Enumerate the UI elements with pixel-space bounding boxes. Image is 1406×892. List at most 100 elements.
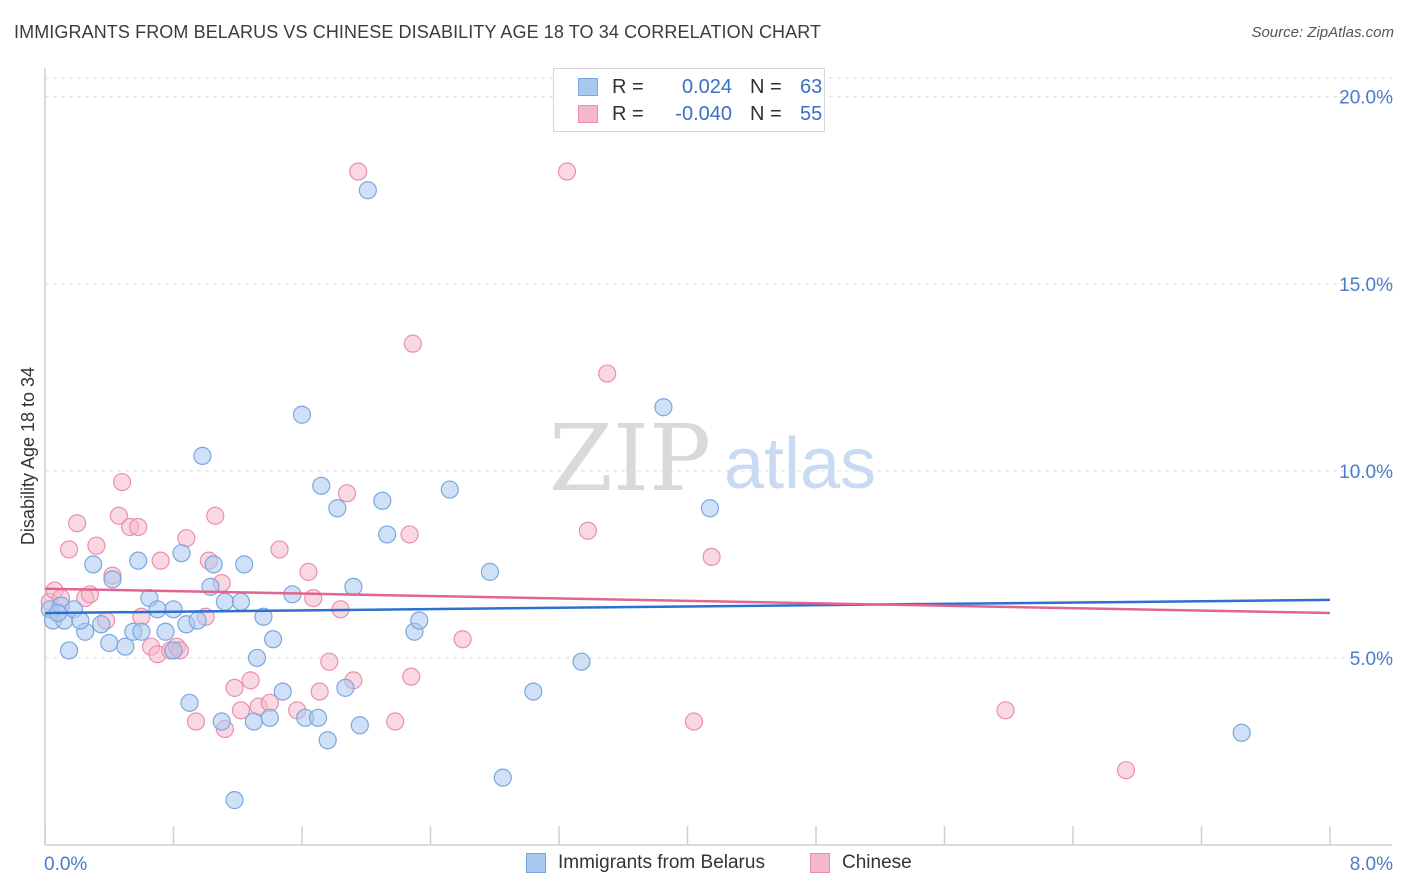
chinese-point <box>402 667 421 686</box>
belarus-point <box>700 499 720 518</box>
belarus-point <box>1232 723 1251 742</box>
belarus-point <box>350 716 369 735</box>
belarus-point <box>254 607 273 626</box>
legend-label-chinese: Chinese <box>842 852 912 873</box>
chinese-point <box>310 682 329 701</box>
belarus-point <box>132 622 151 641</box>
trend-lines <box>44 587 1331 615</box>
chinese-point <box>231 701 251 720</box>
chinese-point <box>337 484 357 503</box>
tick-labels: 5.0% 10.0% 15.0% 20.0% 0.0% 8.0% <box>44 88 1393 875</box>
chart-source: Source: ZipAtlas.com <box>1251 24 1394 41</box>
belarus-point <box>273 682 292 701</box>
belarus-point <box>318 731 337 750</box>
belarus-point <box>244 712 263 731</box>
belarus-point <box>156 622 175 641</box>
chinese-point <box>225 678 244 697</box>
belarus-point <box>84 555 103 574</box>
belarus-point <box>493 768 512 787</box>
chinese-point <box>598 364 617 383</box>
belarus-point <box>654 398 673 417</box>
watermark-atlas: atlas <box>724 424 876 504</box>
belarus-point <box>247 648 267 668</box>
belarus-point <box>312 476 331 495</box>
belarus-point <box>378 525 397 544</box>
chinese-point <box>702 547 721 567</box>
chinese-point <box>186 712 206 731</box>
belarus-point <box>308 708 328 727</box>
belarus-point <box>358 181 377 200</box>
belarus-point <box>193 446 212 465</box>
axes <box>44 68 1392 846</box>
belarus-point <box>212 712 231 731</box>
legend-r-value: -0.040 <box>675 102 732 125</box>
belarus-point <box>172 544 191 563</box>
belarus-point <box>71 611 90 630</box>
chinese-point <box>684 712 704 731</box>
y-tick-label: 5.0% <box>1350 649 1393 670</box>
chinese-point <box>151 551 170 570</box>
belarus-point <box>292 405 312 424</box>
belarus-point <box>225 791 244 810</box>
chinese-point <box>349 162 368 181</box>
legend-r-label: R = <box>612 102 644 125</box>
belarus-point <box>440 480 459 499</box>
belarus-point <box>215 592 234 611</box>
belarus-point <box>336 678 355 697</box>
legend-swatch-blue <box>526 853 546 873</box>
chinese-point <box>59 540 79 559</box>
chinese-point <box>1116 761 1136 780</box>
chinese-point <box>453 630 472 649</box>
legend-item-belarus: Immigrants from Belarus <box>526 852 765 874</box>
y-tick-label: 20.0% <box>1339 88 1393 109</box>
legend-n-label: N = <box>750 75 782 98</box>
belarus-point <box>103 570 122 589</box>
legend-row-chinese: R = -0.040 N = 55 <box>578 102 822 126</box>
correlation-legend: R = 0.024 N = 63 R = -0.040 N = 55 <box>553 68 825 132</box>
y-tick-label: 10.0% <box>1339 462 1393 483</box>
belarus-point <box>164 600 183 619</box>
belarus-point <box>263 630 283 649</box>
y-axis-label: Disability Age 18 to 34 <box>18 367 38 545</box>
belarus-point <box>116 637 135 656</box>
belarus-point <box>100 633 119 653</box>
belarus-point <box>373 491 392 510</box>
chinese-point <box>68 514 87 533</box>
legend-label-belarus: Immigrants from Belarus <box>558 852 765 873</box>
belarus-points <box>40 181 1251 810</box>
belarus-point <box>344 577 363 596</box>
chinese-trend-line <box>44 587 1331 615</box>
legend-n-value: 63 <box>800 75 823 98</box>
belarus-point <box>410 611 429 630</box>
chinese-point <box>241 671 260 690</box>
belarus-point <box>188 611 207 630</box>
belarus-trend-line <box>44 598 1331 615</box>
chinese-point <box>320 652 339 671</box>
legend-swatch-blue <box>578 78 598 96</box>
belarus-point <box>204 555 223 574</box>
watermark-zip: ZIP <box>549 405 711 512</box>
y-tick-label: 15.0% <box>1339 275 1393 296</box>
legend-r-value: 0.024 <box>681 75 732 98</box>
chinese-point <box>557 162 577 181</box>
legend-r-label: R = <box>612 75 644 98</box>
chinese-point <box>206 506 225 525</box>
chinese-point <box>270 540 289 559</box>
x-tick-label: 8.0% <box>1350 854 1393 875</box>
belarus-point <box>235 555 254 574</box>
chinese-point <box>996 701 1015 720</box>
belarus-point <box>231 592 251 611</box>
legend-swatch-pink <box>578 105 598 123</box>
chinese-point <box>299 562 318 581</box>
belarus-point <box>572 652 591 671</box>
x-tick-label: 0.0% <box>44 854 87 875</box>
chinese-point <box>578 521 598 540</box>
chinese-point <box>386 712 405 731</box>
chinese-point <box>129 517 148 537</box>
belarus-point <box>59 641 79 660</box>
belarus-point <box>524 682 543 701</box>
belarus-point <box>148 600 167 619</box>
chinese-point <box>403 334 422 353</box>
legend-row-belarus: R = 0.024 N = 63 <box>578 75 822 99</box>
